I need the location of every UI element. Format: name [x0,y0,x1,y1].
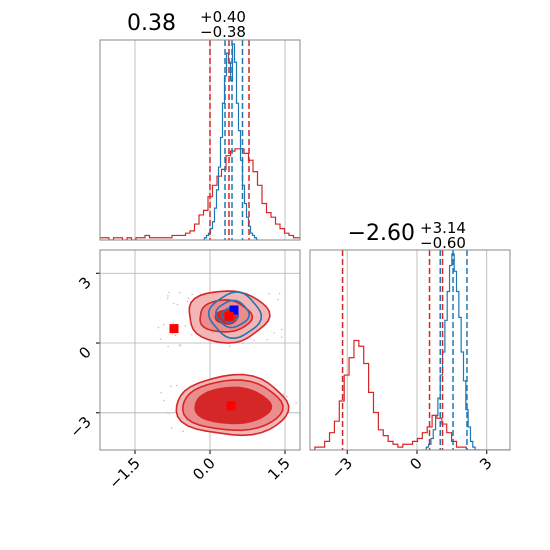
hist1-frame [99,39,301,241]
joint-ytick-label-1: 0 [75,343,94,362]
joint-scatter-point [174,334,176,336]
joint-xtick-label-0: −1.5 [105,454,143,492]
joint-marker-2 [169,324,179,334]
hist2-frame [309,249,511,451]
joint-marker-0 [229,305,239,315]
joint-scatter-point [184,324,187,327]
title-param1: 0.38 [127,11,176,36]
joint-scatter-point [187,297,190,300]
joint-scatter-point [266,338,268,341]
histogram-param1-panel [100,40,300,240]
joint-scatter-point [170,427,173,429]
joint-scatter-point [191,333,193,336]
joint-ytick-label-0: 3 [75,273,94,292]
title-param1-lower: −0.38 [200,23,246,41]
title-param1-upper: +0.40 [200,8,246,26]
joint-scatter-point [178,291,181,294]
joint-scatter-point [171,333,174,335]
joint-scatter-point [172,322,174,324]
joint-scatter-point [176,384,178,387]
joint-scatter-point [167,345,169,348]
joint-frame [99,249,301,451]
joint-scatter-point [159,338,162,340]
joint-scatter-point [166,297,169,300]
joint-scatter-point [168,412,170,414]
joint-scatter-point [170,385,172,388]
joint-ytick-label-2: −3 [66,413,94,441]
hist2-xtick-label-1: 0 [406,454,425,473]
joint-scatter-point [280,336,283,338]
joint-blue-contour-outer [207,291,263,340]
joint-scatter-point [176,303,179,306]
joint-scatter-point [286,395,288,398]
joint-scatter-point [157,326,160,329]
hist1-blue-step [202,43,259,240]
joint-scatter-point [282,393,285,396]
joint-scatter-point [242,342,244,345]
joint-blue-contour-mid [214,299,251,329]
joint-scatter-point [163,399,165,402]
tick-labels: −1.5 0.0 1.5 3 0 −3 −3 0 3 [66,272,496,493]
joint-scatter-point [268,292,270,295]
joint-xtick-label-2: 1.5 [264,454,294,484]
joint-scatter-point [160,391,162,394]
joint-scatter-point [277,298,279,301]
joint-scatter-point [182,430,184,433]
hist2-xtick-label-0: −3 [328,454,356,482]
joint-scatter-point [178,344,181,347]
hist2-red-step [310,339,510,450]
joint-scatter-point [172,302,175,305]
joint-xtick-label-1: 0.0 [189,454,219,484]
joint-scatter-point [295,402,297,404]
joint-marker-1 [224,311,234,321]
joint-scatter-point [253,339,255,342]
hist2-blue-step [421,253,480,450]
joint-scatter-point [228,345,231,348]
joint-scatter-point [186,300,189,303]
joint-scatter-point [278,292,281,295]
title-param2: −2.60 [348,221,415,246]
joint-scatter-point [167,295,169,297]
joint-scatter-point [191,293,193,296]
joint-marker-3 [226,401,236,411]
joint-scatter-point [162,323,165,326]
joint-scatter-point [280,328,283,331]
title-param2-upper: +3.14 [420,219,466,237]
title-param2-lower: −0.60 [420,234,466,252]
joint-density-panel [100,250,300,450]
histogram-param2-panel [310,250,510,450]
hist1-red-step [100,148,300,240]
joint-scatter-point [166,411,169,414]
hist2-xtick-label-2: 3 [476,454,495,473]
joint-scatter-point [273,332,275,334]
joint-scatter-point [168,291,170,294]
